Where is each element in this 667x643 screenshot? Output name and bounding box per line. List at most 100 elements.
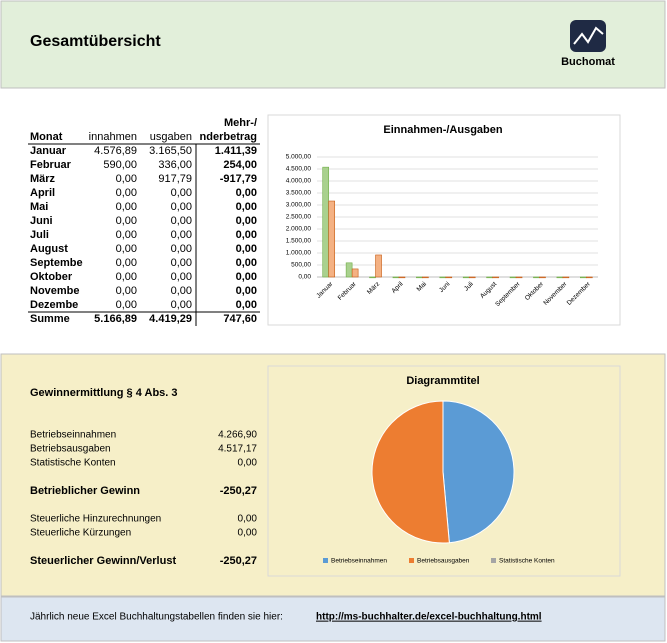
column-header: Monat (30, 131, 63, 143)
table-cell: 336,00 (158, 159, 192, 171)
result-label: Statistische Konten (30, 458, 116, 469)
table-cell: 0,00 (236, 243, 257, 255)
table-cell: Januar (30, 145, 67, 157)
legend-marker (323, 558, 328, 563)
table-cell: 0,00 (116, 187, 137, 199)
logo-text: Buchomat (561, 56, 615, 68)
bar (351, 268, 359, 278)
y-tick-label: 4.500,00 (286, 166, 312, 173)
table-cell: 0,00 (116, 243, 137, 255)
column-header: Mehr-/ (224, 117, 257, 129)
bar (585, 276, 593, 279)
legend-label: Statistische Konten (499, 558, 555, 565)
bar (345, 262, 353, 278)
table-cell: 0,00 (171, 271, 192, 283)
table-cell: 0,00 (171, 215, 192, 227)
result-label: Betrieblicher Gewinn (30, 485, 140, 497)
table-cell: 0,00 (116, 215, 137, 227)
bar (322, 166, 330, 278)
chart-title: Einnahmen-/Ausgaben (383, 124, 502, 136)
result-value: 0,00 (238, 458, 258, 469)
y-tick-label: 4.000,00 (286, 178, 312, 185)
y-tick-label: 1.500,00 (286, 238, 312, 245)
table-cell: 0,00 (116, 299, 137, 311)
table-cell: 917,79 (158, 173, 192, 185)
y-tick-label: 2.500,00 (286, 214, 312, 221)
column-header: innahmen (89, 131, 137, 143)
table-cell: 0,00 (236, 187, 257, 199)
result-value: 4.517,17 (218, 444, 257, 455)
table-cell: 3.165,50 (149, 145, 192, 157)
table-cell: Juni (30, 215, 53, 227)
table-cell: März (30, 173, 56, 185)
column-header: nderbetrag (200, 131, 257, 143)
table-cell: 0,00 (236, 257, 257, 269)
footer-text: Jährlich neue Excel Buchhaltungstabellen… (30, 612, 283, 623)
table-cell: April (30, 187, 55, 199)
bar (539, 276, 546, 279)
table-cell: 0,00 (236, 299, 257, 311)
result-value: -250,27 (220, 555, 257, 567)
logo-line (573, 26, 604, 45)
table-cell: 4.576,89 (94, 145, 137, 157)
column-header: usgaben (150, 131, 192, 143)
logo-icon (570, 20, 606, 52)
table-cell: 0,00 (171, 257, 192, 269)
table-cell: -917,79 (220, 173, 257, 185)
table-cell: 0,00 (116, 285, 137, 297)
table-cell: 0,00 (171, 229, 192, 241)
result-value: 0,00 (238, 528, 258, 539)
page-title: Gesamtübersicht (30, 33, 161, 50)
table-cell: 0,00 (116, 173, 137, 185)
x-tick-label: Juli (463, 281, 475, 293)
bar (486, 276, 493, 279)
table-cell: August (30, 243, 68, 255)
legend-label: Betriebseinnahmen (331, 558, 387, 565)
bar (392, 276, 400, 279)
total-cell: Summe (30, 313, 70, 325)
table-cell: Oktober (30, 271, 73, 283)
table-cell: 0,00 (116, 201, 137, 213)
bar (439, 276, 447, 279)
y-tick-label: 500,00 (291, 262, 311, 269)
table-cell: Februar (30, 159, 72, 171)
legend-marker (491, 558, 496, 563)
bar (533, 276, 540, 279)
table-cell: 0,00 (116, 229, 137, 241)
table-cell: 0,00 (171, 201, 192, 213)
footer-link[interactable]: http://ms-buchhalter.de/excel-buchhaltun… (316, 612, 542, 623)
bar (328, 200, 336, 278)
table-cell: 0,00 (116, 271, 137, 283)
bar (579, 276, 587, 279)
result-value: 0,00 (238, 514, 258, 525)
table-cell: 0,00 (116, 257, 137, 269)
bar (375, 254, 382, 278)
table-cell: 0,00 (171, 187, 192, 199)
table-cell: Novembe (30, 285, 80, 297)
bar (509, 276, 517, 279)
bar (462, 276, 470, 279)
bar (468, 276, 476, 279)
bar (398, 276, 406, 279)
bar (515, 276, 523, 279)
bar (562, 276, 570, 279)
bar (556, 276, 564, 279)
header-band (0, 0, 666, 89)
table-cell: 590,00 (103, 159, 137, 171)
legend-label: Betriebsausgaben (417, 558, 470, 565)
y-tick-label: 5.000,00 (286, 154, 312, 161)
bar (416, 276, 423, 279)
chart-title: Diagrammtitel (406, 375, 479, 387)
y-tick-label: 0,00 (298, 274, 311, 281)
pie-slice (371, 400, 450, 544)
bar (492, 276, 499, 279)
table-cell: Dezembe (30, 299, 78, 311)
table-cell: 254,00 (223, 159, 257, 171)
result-label: Steuerliche Hinzurechnungen (30, 514, 161, 525)
table-cell: Septembe (30, 257, 83, 269)
table-cell: 1.411,39 (215, 145, 257, 157)
total-cell: 747,60 (223, 313, 257, 325)
table-cell: 0,00 (236, 285, 257, 297)
y-tick-label: 3.500,00 (286, 190, 312, 197)
